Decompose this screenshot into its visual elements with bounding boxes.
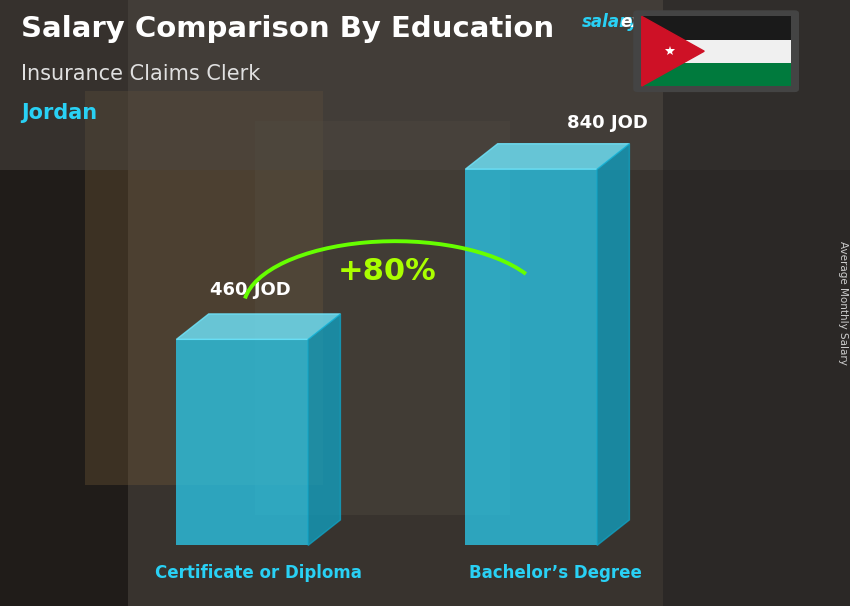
Text: salary: salary <box>582 13 639 32</box>
Bar <box>176 339 308 545</box>
FancyBboxPatch shape <box>633 10 799 92</box>
Bar <box>642 63 790 86</box>
Bar <box>466 169 597 545</box>
Text: Bachelor’s Degree: Bachelor’s Degree <box>469 564 643 582</box>
Text: Salary Comparison By Education: Salary Comparison By Education <box>21 15 554 43</box>
Bar <box>663 0 850 606</box>
Text: Insurance Claims Clerk: Insurance Claims Clerk <box>21 64 260 84</box>
Text: 840 JOD: 840 JOD <box>567 113 649 132</box>
Bar <box>255 121 510 515</box>
Bar <box>85 91 323 485</box>
Polygon shape <box>308 314 340 545</box>
Text: +80%: +80% <box>337 257 436 285</box>
Polygon shape <box>466 144 629 169</box>
Bar <box>642 16 790 39</box>
Text: Jordan: Jordan <box>21 103 98 123</box>
Polygon shape <box>176 314 340 339</box>
Polygon shape <box>597 144 629 545</box>
Text: Certificate or Diploma: Certificate or Diploma <box>155 564 362 582</box>
Text: explorer.com: explorer.com <box>620 13 742 32</box>
Bar <box>0 0 128 606</box>
Text: Average Monthly Salary: Average Monthly Salary <box>838 241 848 365</box>
Bar <box>642 39 790 63</box>
Polygon shape <box>642 16 704 86</box>
Text: 460 JOD: 460 JOD <box>209 281 290 299</box>
Bar <box>0 0 850 170</box>
